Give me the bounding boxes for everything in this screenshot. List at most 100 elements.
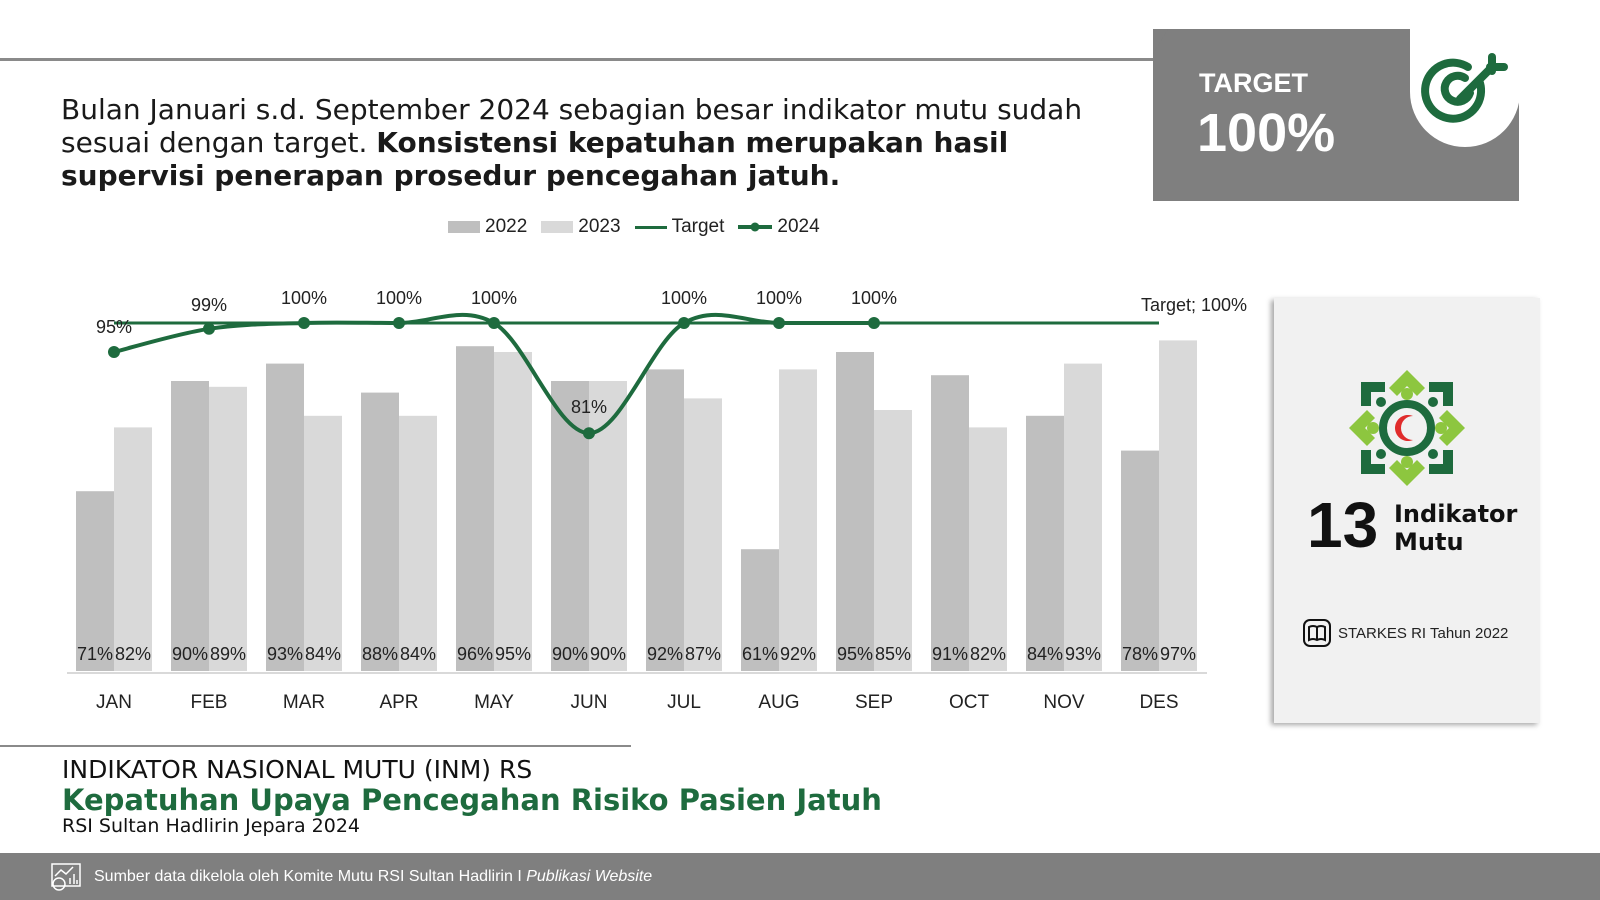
footer-source: Sumber data dikelola oleh Komite Mutu RS… <box>94 867 527 885</box>
footer-italic: Publikasi Website <box>526 867 653 885</box>
legend-label: 2024 <box>777 216 820 237</box>
bar-label: 92% <box>780 644 816 664</box>
target-end-label: Target; 100% <box>1141 295 1247 315</box>
point-label-2024: 95% <box>96 317 132 337</box>
bar-label: 90% <box>552 644 588 664</box>
x-tick-label: AUG <box>758 692 799 713</box>
headline-bold: Konsistensi kepatuhan merupakan hasil su… <box>61 126 1009 192</box>
bar-2022-AUG <box>741 549 779 671</box>
bar-2022-JUL <box>646 369 684 671</box>
bar-2022-MAY <box>456 346 494 671</box>
legend-target: Target <box>634 216 724 238</box>
legend-swatch <box>738 222 773 232</box>
point-2024-APR <box>393 317 405 329</box>
bar-label: 97% <box>1160 644 1196 664</box>
x-tick-label: OCT <box>949 692 990 713</box>
bar-2023-JUN <box>589 381 627 671</box>
title-line3: RSI Sultan Hadlirin Jepara 2024 <box>62 815 361 837</box>
x-tick-label: MAY <box>474 692 514 713</box>
bar-label: 82% <box>970 644 1006 664</box>
bar-label: 84% <box>1027 644 1063 664</box>
footer-text: Sumber data dikelola oleh Komite Mutu RS… <box>94 868 652 886</box>
indicator-count: 13 <box>1307 489 1379 561</box>
point-label-2024: 99% <box>191 295 227 315</box>
bar-label: 90% <box>172 644 208 664</box>
bar-2022-FEB <box>171 381 209 671</box>
bar-2022-SEP <box>836 352 874 671</box>
point-label-2024: 100% <box>281 288 327 308</box>
target-arrow-icon <box>1421 53 1508 123</box>
point-2024-FEB <box>203 322 215 335</box>
bar-2022-DES <box>1121 450 1159 671</box>
bar-2023-JAN <box>114 427 152 671</box>
indicator-label-line1: Indikator <box>1394 500 1518 528</box>
top-divider <box>0 58 1170 61</box>
data-analytics-icon <box>51 862 81 891</box>
source-note: STARKES RI Tahun 2022 <box>1302 618 1508 648</box>
bar-label: 87% <box>685 644 721 664</box>
bar-2023-APR <box>399 415 437 671</box>
bar-2023-FEB <box>209 386 247 671</box>
headline: Bulan Januari s.d. September 2024 sebagi… <box>61 93 1141 192</box>
bar-label: 89% <box>210 644 246 664</box>
bar-2023-DES <box>1159 340 1197 671</box>
bar-2023-NOV <box>1064 363 1102 671</box>
source-text: STARKES RI Tahun 2022 <box>1338 624 1509 642</box>
bar-2023-MAY <box>494 352 532 671</box>
bar-label: 85% <box>875 644 911 664</box>
point-2024-AUG <box>773 317 785 329</box>
x-tick-label: SEP <box>855 692 893 713</box>
point-label-2024: 81% <box>571 397 607 417</box>
x-tick-label: NOV <box>1043 692 1085 713</box>
x-tick-label: MAR <box>283 692 325 713</box>
bar-label: 61% <box>742 644 778 664</box>
x-tick-label: JUL <box>667 692 701 713</box>
point-label-2024: 100% <box>376 288 422 308</box>
bar-label: 95% <box>495 644 531 664</box>
point-2024-MAR <box>298 317 310 329</box>
bar-2022-JAN <box>76 491 114 671</box>
legend-2023: 2023 <box>541 216 621 238</box>
indicator-label-line2: Mutu <box>1394 528 1464 556</box>
headline-normal: Bulan Januari s.d. September 2024 sebagi… <box>61 93 1083 159</box>
legend-swatch <box>541 221 574 233</box>
bar-2022-MAR <box>266 363 304 671</box>
bar-label: 93% <box>1065 644 1101 664</box>
bar-label: 95% <box>837 644 873 664</box>
point-2024-JUN <box>583 427 595 440</box>
title-line2: Kepatuhan Upaya Pencegahan Risiko Pasien… <box>62 783 882 817</box>
footer: Sumber data dikelola oleh Komite Mutu RS… <box>0 853 1600 900</box>
bar-label: 84% <box>400 644 436 664</box>
indicator-card: 13 Indikator Mutu STARKES RI Tahun 2022 <box>1274 298 1540 723</box>
title-line1: INDIKATOR NASIONAL MUTU (INM) RS <box>62 755 533 784</box>
bar-label: 88% <box>362 644 398 664</box>
line-2024 <box>113 312 874 436</box>
book-icon <box>1303 619 1331 647</box>
chart-legend: 2022 2023 Target 2024 <box>448 216 820 238</box>
bar-label: 78% <box>1122 644 1158 664</box>
legend-label: 2022 <box>485 216 528 237</box>
bar-label: 96% <box>457 644 493 664</box>
bar-2023-SEP <box>874 410 912 671</box>
bar-label: 91% <box>932 644 968 664</box>
bar-label: 93% <box>267 644 303 664</box>
legend-2024: 2024 <box>738 216 820 238</box>
bar-label: 92% <box>647 644 683 664</box>
x-tick-label: JAN <box>96 692 132 713</box>
bar-2023-OCT <box>969 427 1007 671</box>
legend-swatch <box>634 225 667 229</box>
x-tick-label: APR <box>379 692 418 713</box>
point-2024-JAN <box>108 346 120 358</box>
point-label-2024: 100% <box>851 288 897 308</box>
indicator-label: Indikator Mutu <box>1394 500 1517 556</box>
bottom-divider <box>0 745 631 747</box>
bar-2022-OCT <box>931 375 969 671</box>
bar-2023-MAR <box>304 415 342 671</box>
point-label-2024: 100% <box>471 288 517 308</box>
bar-2023-JUL <box>684 398 722 671</box>
legend-2022: 2022 <box>448 216 527 238</box>
target-label: TARGET <box>1199 68 1308 98</box>
bar-label: 71% <box>77 644 113 664</box>
legend-label: 2023 <box>578 216 621 237</box>
target-icon-tab <box>1410 29 1520 147</box>
